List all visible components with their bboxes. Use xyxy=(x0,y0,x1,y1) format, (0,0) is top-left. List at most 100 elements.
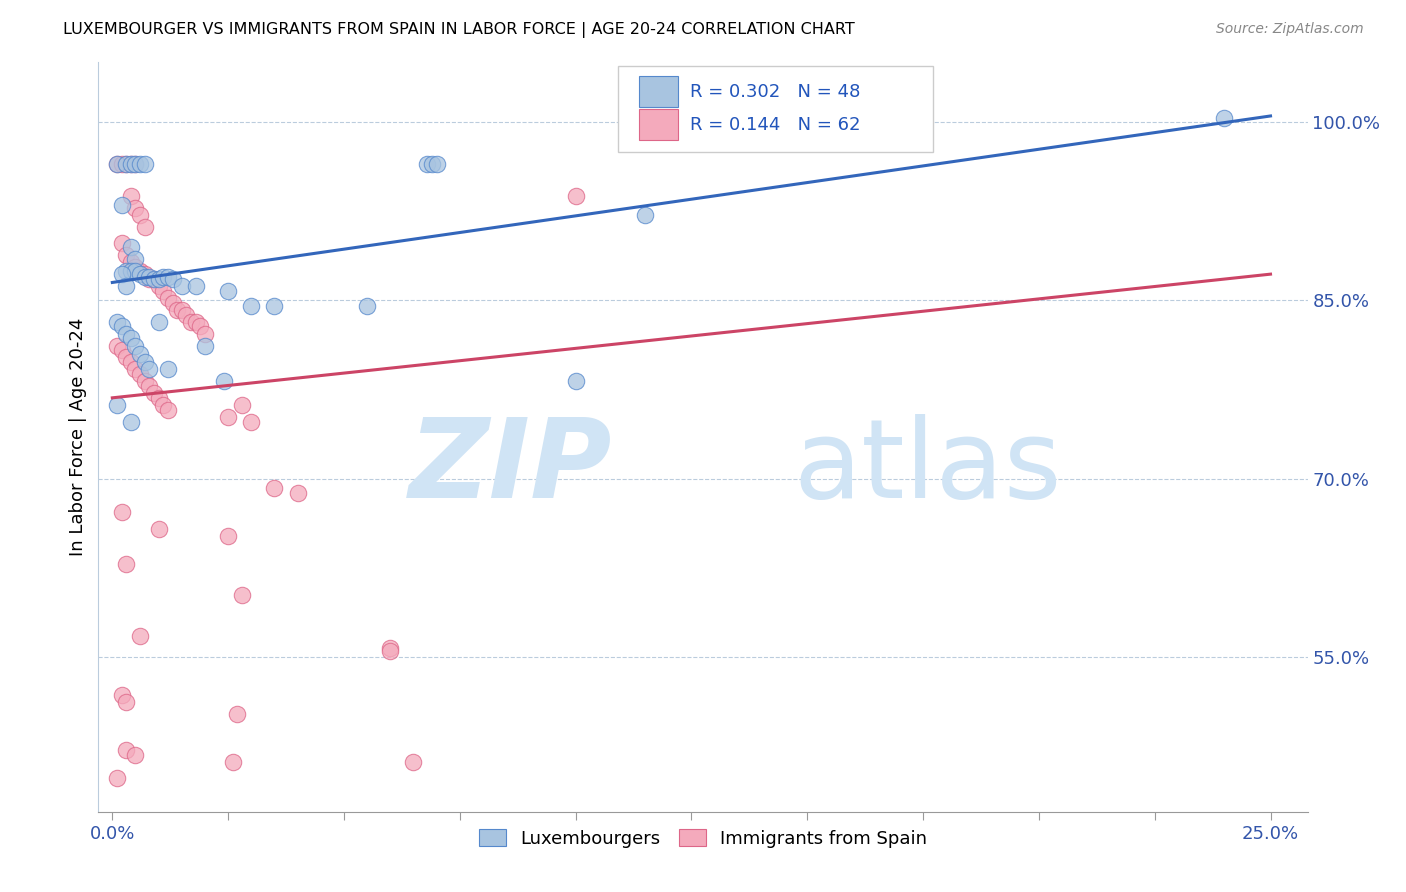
Text: R = 0.144   N = 62: R = 0.144 N = 62 xyxy=(690,116,860,134)
Point xyxy=(105,315,128,329)
Point xyxy=(110,156,132,170)
Point xyxy=(263,299,285,313)
Point xyxy=(124,747,146,762)
Point xyxy=(564,374,586,388)
Point xyxy=(124,260,146,274)
Point xyxy=(402,755,425,769)
Point xyxy=(110,198,132,212)
Point xyxy=(156,362,179,376)
Point xyxy=(134,219,156,234)
Point xyxy=(124,156,146,170)
FancyBboxPatch shape xyxy=(619,66,932,153)
Point xyxy=(115,263,138,277)
Point xyxy=(184,279,207,293)
Point xyxy=(240,415,263,429)
Point xyxy=(120,355,142,369)
Point xyxy=(217,284,239,298)
Point xyxy=(217,529,239,543)
Point xyxy=(110,505,132,519)
Point xyxy=(148,391,170,405)
Point xyxy=(120,263,142,277)
Point xyxy=(138,362,160,376)
Point xyxy=(115,326,138,341)
Point xyxy=(148,522,170,536)
Point xyxy=(170,302,193,317)
Point xyxy=(134,269,156,284)
Point xyxy=(138,272,160,286)
Point xyxy=(156,291,179,305)
Point xyxy=(148,315,170,329)
Point xyxy=(143,272,166,286)
Point xyxy=(120,255,142,269)
Point xyxy=(134,374,156,388)
Point xyxy=(156,269,179,284)
Point xyxy=(148,279,170,293)
Legend: Luxembourgers, Immigrants from Spain: Luxembourgers, Immigrants from Spain xyxy=(471,822,935,855)
Point xyxy=(110,267,132,281)
FancyBboxPatch shape xyxy=(638,76,678,107)
Point xyxy=(129,263,152,277)
Point xyxy=(380,640,402,655)
Point xyxy=(105,772,128,786)
Point xyxy=(120,188,142,202)
Point xyxy=(124,338,146,352)
Point xyxy=(222,755,245,769)
Point xyxy=(129,629,152,643)
FancyBboxPatch shape xyxy=(638,109,678,140)
Point xyxy=(138,269,160,284)
Point xyxy=(129,367,152,381)
Point xyxy=(212,374,235,388)
Point xyxy=(162,295,184,310)
Point xyxy=(124,362,146,376)
Point xyxy=(143,386,166,401)
Point xyxy=(184,315,207,329)
Point xyxy=(124,263,146,277)
Point xyxy=(1213,112,1236,126)
Point xyxy=(226,707,249,722)
Point xyxy=(634,208,657,222)
Point xyxy=(420,156,443,170)
Point xyxy=(105,338,128,352)
Point xyxy=(110,236,132,251)
Point xyxy=(124,201,146,215)
Point xyxy=(120,240,142,254)
Point xyxy=(134,156,156,170)
Point xyxy=(148,272,170,286)
Point xyxy=(124,156,146,170)
Point xyxy=(156,402,179,417)
Point xyxy=(110,319,132,334)
Point xyxy=(170,279,193,293)
Point xyxy=(152,269,174,284)
Point xyxy=(120,156,142,170)
Point xyxy=(120,331,142,345)
Point xyxy=(194,338,217,352)
Point xyxy=(152,284,174,298)
Point xyxy=(152,398,174,412)
Point xyxy=(115,279,138,293)
Point xyxy=(115,156,138,170)
Point xyxy=(115,695,138,709)
Point xyxy=(120,156,142,170)
Point xyxy=(129,156,152,170)
Point xyxy=(287,486,309,500)
Point xyxy=(124,252,146,266)
Point xyxy=(115,558,138,572)
Point xyxy=(426,156,449,170)
Text: LUXEMBOURGER VS IMMIGRANTS FROM SPAIN IN LABOR FORCE | AGE 20-24 CORRELATION CHA: LUXEMBOURGER VS IMMIGRANTS FROM SPAIN IN… xyxy=(63,22,855,38)
Point xyxy=(105,156,128,170)
Point xyxy=(115,248,138,262)
Point xyxy=(380,644,402,658)
Point xyxy=(176,308,198,322)
Point xyxy=(110,343,132,358)
Point xyxy=(120,415,142,429)
Point xyxy=(263,481,285,495)
Point xyxy=(162,272,184,286)
Text: atlas: atlas xyxy=(793,414,1062,521)
Point xyxy=(143,272,166,286)
Point xyxy=(217,409,239,424)
Point xyxy=(416,156,439,170)
Point xyxy=(110,688,132,702)
Point xyxy=(356,299,378,313)
Point xyxy=(134,267,156,281)
Point xyxy=(166,302,188,317)
